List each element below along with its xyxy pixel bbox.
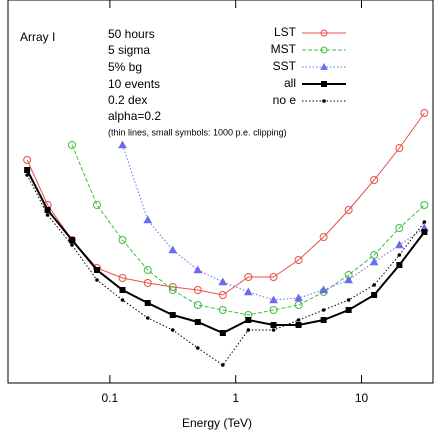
marker [294,293,303,302]
marker [321,308,326,312]
marker [370,176,379,184]
marker [270,322,277,328]
marker [119,287,126,293]
marker [45,213,50,217]
annotation: alpha=0.2 [108,109,161,123]
series-line [71,144,425,316]
marker [170,328,175,332]
marker [168,245,178,254]
marker [395,240,404,249]
marker [246,328,251,332]
plot-frame [7,0,434,384]
marker [143,215,153,224]
annotation: Array I [20,30,55,44]
annotation: 5% bg [108,60,142,74]
x-axis-label: Energy (TeV) [182,416,252,430]
legend-marker [322,99,326,103]
legend-label: LST [274,25,297,39]
legend-label: all [284,76,296,90]
marker [344,206,353,214]
legend-marker [320,62,328,70]
marker [269,273,278,281]
marker [25,173,29,177]
marker [193,265,203,274]
annotation: (thin lines, small symbols: 1000 p.e. cl… [108,127,287,137]
marker [422,220,427,224]
marker [397,253,402,257]
marker [143,279,152,287]
marker [372,283,376,287]
legend-marker [320,46,328,54]
x-tick-label: 1 [232,391,239,405]
marker [319,233,328,241]
marker [294,301,303,309]
marker [371,292,378,298]
series-line [26,112,425,296]
marker [92,201,101,209]
marker [219,330,226,336]
marker [143,266,152,274]
marker [196,346,200,350]
marker [118,140,127,149]
marker [221,363,225,367]
marker [218,277,228,286]
marker [271,328,276,332]
marker [24,167,31,173]
legend-label: no e [273,93,297,107]
marker [118,274,127,282]
marker [319,285,328,294]
marker [67,141,76,149]
marker [320,317,327,323]
annotation: 0.2 dex [108,93,147,107]
marker [145,316,150,320]
marker [420,109,429,117]
marker [244,273,253,281]
marker [168,286,177,294]
annotation: 5 sigma [108,43,150,57]
legend-marker [321,81,327,87]
marker [193,286,202,294]
marker [420,201,429,209]
series-line [26,174,425,366]
marker [118,236,127,244]
marker [169,312,176,318]
marker [296,318,301,322]
marker [269,306,278,314]
marker [344,275,353,284]
legend-marker [320,29,328,37]
marker [346,298,351,302]
marker [23,156,32,164]
legend-label: MST [271,42,297,56]
marker [95,278,99,282]
marker [144,300,151,306]
x-tick-label: 10 [355,391,369,405]
x-tick-label: 0.1 [102,391,119,405]
annotation: 10 events [108,77,160,91]
marker [295,322,302,328]
marker [395,224,404,232]
marker [345,307,352,313]
marker [421,229,428,235]
marker [245,317,252,323]
marker [70,243,74,247]
marker [68,237,75,243]
marker [93,267,100,273]
marker [44,207,51,213]
marker [243,287,253,296]
legend-label: SST [273,59,297,73]
marker [218,291,227,299]
marker [396,262,403,268]
marker [369,257,379,266]
marker [395,144,404,152]
marker [218,306,227,314]
annotation: 50 hours [108,27,155,41]
marker [294,256,303,264]
marker [193,301,202,309]
marker [120,298,125,302]
marker [194,319,201,325]
marker [269,295,278,304]
